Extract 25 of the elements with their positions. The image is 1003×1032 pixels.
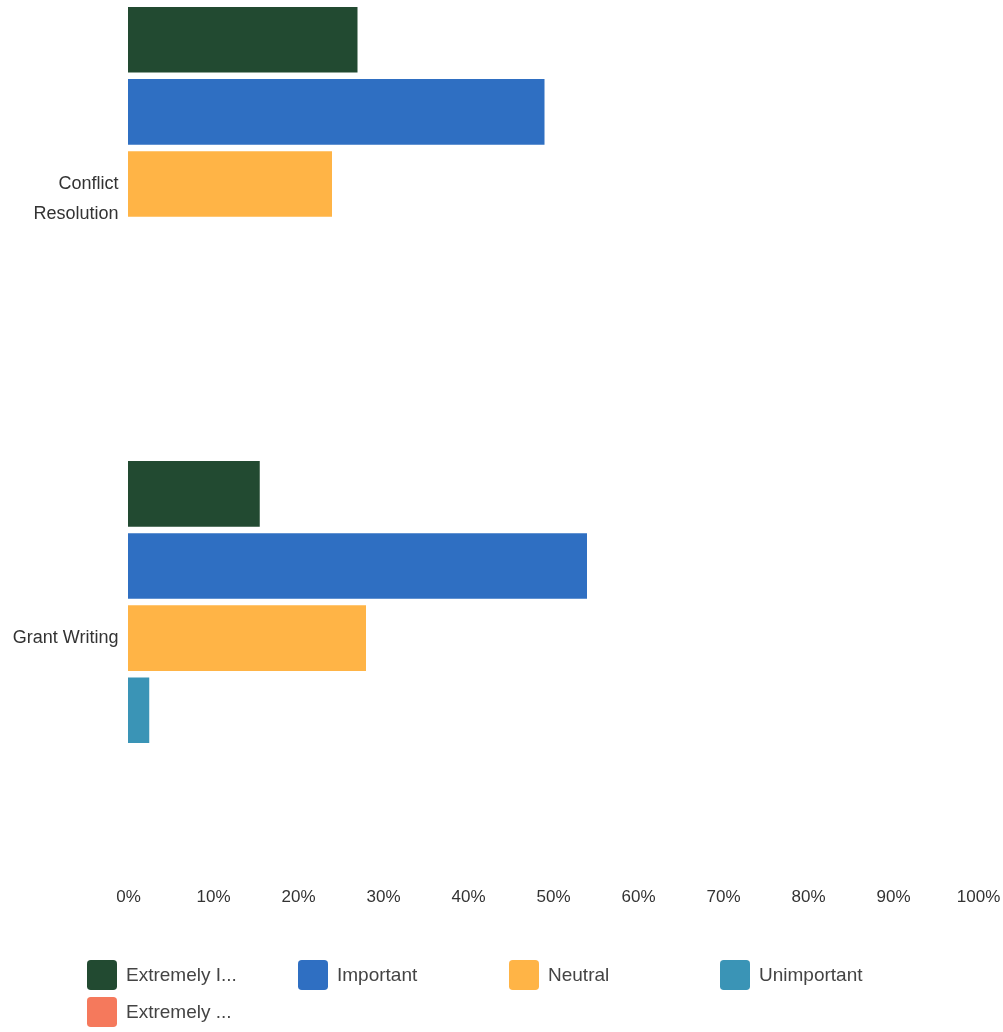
- bar: [128, 605, 366, 671]
- x-tick-label: 60%: [621, 886, 656, 906]
- x-tick-label: 20%: [281, 886, 316, 906]
- bar: [128, 677, 150, 744]
- x-tick-label: 30%: [366, 886, 401, 906]
- y-tick-label: Grant Writing: [12, 627, 119, 648]
- x-tick-label: 80%: [791, 886, 826, 906]
- x-tick-label: 10%: [196, 886, 231, 906]
- y-tick-label: Conflict Resolution: [33, 173, 119, 224]
- legend-label: Neutral: [548, 964, 610, 985]
- bar: [128, 6, 358, 73]
- legend-label: Extremely I...: [126, 964, 237, 985]
- x-tick-label: 40%: [451, 886, 486, 906]
- bar: [128, 151, 332, 217]
- x-tick-label: 0%: [116, 886, 141, 906]
- x-tick-label: 70%: [706, 886, 741, 906]
- legend-label: Extremely ...: [126, 1001, 232, 1022]
- bar: [128, 533, 587, 599]
- x-tick-label: 90%: [876, 886, 911, 906]
- legend-label: Important: [337, 964, 418, 985]
- legend-label: Unimportant: [759, 964, 864, 985]
- x-tick-label: 50%: [536, 886, 571, 906]
- x-tick-label: 100%: [956, 886, 1001, 906]
- bar: [128, 79, 545, 145]
- bar: [128, 461, 260, 527]
